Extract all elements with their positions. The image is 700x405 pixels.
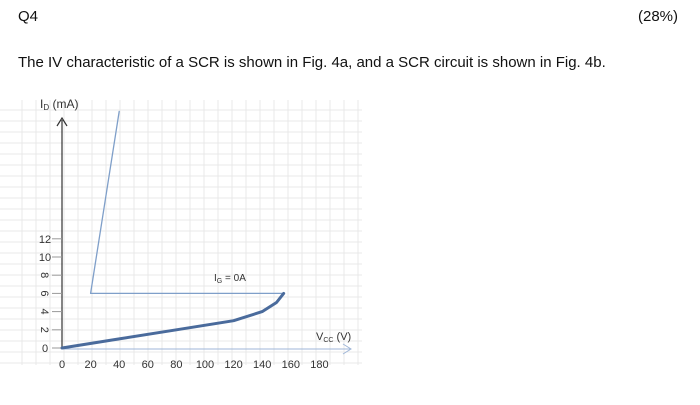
chart-grid bbox=[0, 100, 362, 365]
y-tick-label: 4 bbox=[38, 309, 50, 315]
conduction-curve bbox=[89, 110, 285, 295]
x-tick-label: 0 bbox=[59, 359, 65, 371]
x-tick-label: 100 bbox=[196, 359, 214, 371]
x-tick-label: 180 bbox=[310, 359, 328, 371]
y-tick-label: 10 bbox=[39, 252, 51, 264]
x-axis-arrow bbox=[342, 343, 352, 355]
gate-current-annotation: IG = 0A bbox=[214, 273, 246, 285]
x-axis-label: VCC (V) bbox=[316, 331, 351, 344]
question-text: The IV characteristic of a SCR is shown … bbox=[18, 54, 606, 71]
x-tick-label: 140 bbox=[253, 359, 271, 371]
y-axis-label: ID (mA) bbox=[40, 97, 78, 112]
y-tick-label: 0 bbox=[42, 343, 48, 355]
question-weight: (28%) bbox=[637, 8, 678, 25]
y-tick-label: 8 bbox=[38, 272, 50, 278]
y-tick-label: 2 bbox=[38, 327, 50, 333]
forward-blocking-curve bbox=[60, 291, 286, 350]
y-axis-arrow bbox=[56, 116, 68, 127]
y-tick-label: 6 bbox=[38, 290, 50, 296]
question-number: Q4 bbox=[18, 8, 39, 25]
tick-labels: 0 20 40 60 80 100 120 140 160 180 0 2 4 6 8 10 12 bbox=[38, 234, 329, 371]
x-tick-label: 120 bbox=[224, 359, 242, 371]
y-tick-label: 12 bbox=[39, 234, 51, 246]
data-series bbox=[60, 110, 286, 350]
x-tick-label: 80 bbox=[170, 359, 182, 371]
x-tick-label: 40 bbox=[113, 359, 125, 371]
x-tick-label: 160 bbox=[282, 359, 300, 371]
x-tick-label: 60 bbox=[142, 359, 154, 371]
x-tick-label: 20 bbox=[84, 359, 96, 371]
